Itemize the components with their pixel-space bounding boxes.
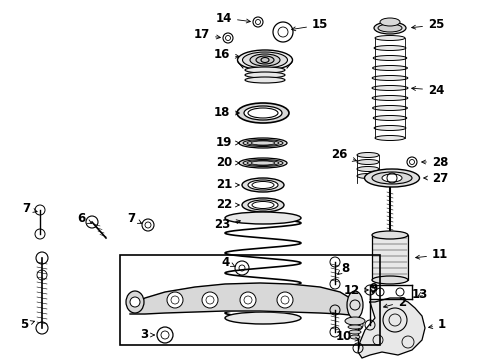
Text: 4: 4 xyxy=(221,256,235,269)
Ellipse shape xyxy=(243,159,283,166)
Text: 7: 7 xyxy=(22,202,37,215)
Circle shape xyxy=(240,292,256,308)
Ellipse shape xyxy=(374,36,404,40)
Text: 19: 19 xyxy=(215,136,239,149)
Ellipse shape xyxy=(247,180,278,190)
Ellipse shape xyxy=(356,174,378,179)
Text: 13: 13 xyxy=(411,288,427,302)
Text: 22: 22 xyxy=(215,198,239,211)
Text: 3: 3 xyxy=(140,328,154,342)
Circle shape xyxy=(276,292,292,308)
Text: 20: 20 xyxy=(215,157,239,170)
Text: 28: 28 xyxy=(421,156,447,168)
Ellipse shape xyxy=(372,116,406,121)
Circle shape xyxy=(130,297,140,307)
Text: 5: 5 xyxy=(20,319,35,332)
Text: 27: 27 xyxy=(423,171,447,184)
Ellipse shape xyxy=(224,312,301,324)
Text: 25: 25 xyxy=(411,18,444,31)
Ellipse shape xyxy=(346,291,362,319)
Bar xyxy=(120,255,379,345)
Text: 1: 1 xyxy=(428,319,445,332)
Text: 24: 24 xyxy=(411,84,444,96)
Ellipse shape xyxy=(239,138,286,148)
Ellipse shape xyxy=(371,76,407,81)
Ellipse shape xyxy=(371,231,407,239)
Text: 16: 16 xyxy=(213,49,239,62)
Text: 9: 9 xyxy=(369,282,377,294)
Ellipse shape xyxy=(256,56,273,64)
Circle shape xyxy=(167,292,183,308)
Ellipse shape xyxy=(126,291,143,313)
Ellipse shape xyxy=(364,169,419,187)
Ellipse shape xyxy=(371,85,407,90)
Polygon shape xyxy=(357,298,424,358)
Text: 14: 14 xyxy=(215,12,250,24)
Ellipse shape xyxy=(237,50,292,70)
Ellipse shape xyxy=(348,330,360,334)
Ellipse shape xyxy=(374,135,404,140)
Ellipse shape xyxy=(249,54,280,66)
Ellipse shape xyxy=(371,95,407,100)
Ellipse shape xyxy=(347,325,361,329)
Text: 7: 7 xyxy=(126,211,142,225)
Ellipse shape xyxy=(373,22,405,34)
Ellipse shape xyxy=(244,67,285,73)
Ellipse shape xyxy=(356,153,378,158)
Text: 15: 15 xyxy=(291,18,328,31)
Ellipse shape xyxy=(381,174,401,182)
Ellipse shape xyxy=(379,18,399,26)
Ellipse shape xyxy=(372,66,407,71)
Ellipse shape xyxy=(244,106,282,120)
Ellipse shape xyxy=(224,212,301,224)
Ellipse shape xyxy=(244,77,285,83)
Text: 23: 23 xyxy=(213,219,240,231)
Ellipse shape xyxy=(242,52,287,68)
Ellipse shape xyxy=(356,159,378,165)
Text: 21: 21 xyxy=(215,179,239,192)
Text: 10: 10 xyxy=(335,330,358,343)
Polygon shape xyxy=(130,283,354,318)
Ellipse shape xyxy=(372,105,407,111)
Ellipse shape xyxy=(349,335,359,339)
Text: 17: 17 xyxy=(193,28,220,41)
Ellipse shape xyxy=(239,158,286,168)
Text: 12: 12 xyxy=(343,284,367,297)
Ellipse shape xyxy=(237,103,288,123)
Ellipse shape xyxy=(373,45,405,50)
Text: 18: 18 xyxy=(213,107,239,120)
Ellipse shape xyxy=(372,55,406,60)
Text: 2: 2 xyxy=(383,296,406,309)
Text: 11: 11 xyxy=(415,248,447,261)
Ellipse shape xyxy=(371,172,411,184)
Text: 26: 26 xyxy=(331,148,356,162)
Circle shape xyxy=(202,292,218,308)
Ellipse shape xyxy=(247,200,278,210)
Ellipse shape xyxy=(377,24,401,32)
Text: 6: 6 xyxy=(77,211,91,225)
Ellipse shape xyxy=(373,126,405,130)
Ellipse shape xyxy=(371,276,407,284)
Ellipse shape xyxy=(244,72,285,78)
Ellipse shape xyxy=(243,139,283,147)
Bar xyxy=(371,235,407,280)
Ellipse shape xyxy=(345,317,364,325)
Ellipse shape xyxy=(242,178,284,192)
Ellipse shape xyxy=(356,166,378,171)
Text: 8: 8 xyxy=(337,261,349,274)
Ellipse shape xyxy=(242,198,284,212)
